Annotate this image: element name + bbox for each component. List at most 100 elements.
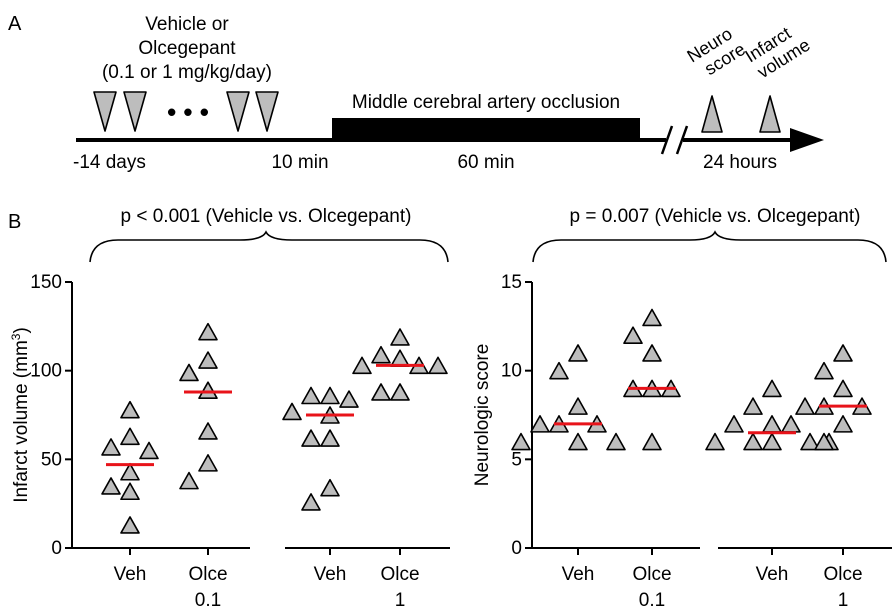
data-point <box>530 415 550 433</box>
data-point <box>320 386 340 405</box>
dose-marker <box>123 91 147 132</box>
neurologic-score-chart: p = 0.007 (Vehicle vs. Olcegepant) Neuro… <box>472 206 892 611</box>
y-tick-label: 100 <box>30 361 62 382</box>
data-point <box>198 351 218 369</box>
ellipsis-dots: • • • <box>167 97 209 127</box>
y-tick-label: 0 <box>511 538 522 559</box>
axis-break <box>675 125 689 155</box>
data-point <box>120 516 140 534</box>
mcao-label: Middle cerebral artery occlusion <box>352 92 620 113</box>
data-point <box>814 361 834 380</box>
data-point <box>833 379 853 398</box>
y-tick-label: 50 <box>41 449 62 470</box>
dose-label: 1 <box>395 590 406 611</box>
data-point <box>705 432 725 451</box>
data-point <box>101 438 121 456</box>
data-point <box>282 402 302 421</box>
y-axis-title: Neurologic score <box>472 344 493 487</box>
data-point <box>568 397 588 415</box>
treatment-line-2: Olcegepant <box>138 38 236 59</box>
data-point <box>198 322 218 341</box>
outcome-marker <box>701 95 723 133</box>
time-label: -14 days <box>73 152 146 173</box>
data-point <box>800 432 820 451</box>
chart-axes: 0 50 100 150 Veh Olce 0.1 Veh Olce 1 <box>30 272 450 611</box>
data-point <box>642 308 662 327</box>
chart-title: p < 0.001 (Vehicle vs. Olcegepant) <box>121 206 412 227</box>
data-point <box>833 415 853 433</box>
data-point <box>301 493 321 511</box>
time-label: 10 min <box>271 152 328 173</box>
data-point <box>833 344 853 362</box>
time-label: 60 min <box>457 152 514 173</box>
data-point <box>743 397 763 415</box>
infarct-volume-chart: p < 0.001 (Vehicle vs. Olcegepant) Infar… <box>9 206 450 611</box>
dose-marker <box>93 91 117 132</box>
dose-marker <box>255 91 279 132</box>
data-point <box>762 415 782 433</box>
x-tick-label: Olce <box>380 564 419 585</box>
data-point <box>724 415 744 433</box>
y-tick-label: 15 <box>501 272 522 293</box>
data-point <box>549 361 569 380</box>
data-point <box>795 397 815 415</box>
data-point <box>390 383 410 401</box>
data-point <box>339 390 359 408</box>
data-point <box>568 344 588 362</box>
timeline-arrowhead <box>790 128 824 152</box>
x-tick-label: Olce <box>823 564 862 585</box>
y-axis-title: Infarct volume (mm3) <box>9 327 32 503</box>
data-point <box>352 356 372 375</box>
treatment-line-1: Vehicle or <box>145 14 229 35</box>
data-point <box>511 432 531 451</box>
data-point <box>390 328 410 346</box>
data-point <box>781 415 801 433</box>
data-point <box>120 427 140 446</box>
dose-label: 0.1 <box>639 590 665 611</box>
data-point <box>642 344 662 362</box>
dose-label: 0.1 <box>195 590 221 611</box>
data-point <box>814 432 834 451</box>
data-point <box>371 383 391 401</box>
y-tick-label: 5 <box>511 449 522 470</box>
data-point <box>606 432 626 451</box>
data-point <box>320 478 340 497</box>
data-point <box>120 400 140 419</box>
data-point <box>301 429 321 447</box>
y-tick-label: 0 <box>51 538 62 559</box>
data-point <box>371 345 391 364</box>
treatment-line-3: (0.1 or 1 mg/kg/day) <box>102 62 272 83</box>
dose-label: 1 <box>838 590 849 611</box>
comparison-brace <box>532 230 887 263</box>
chart-title: p = 0.007 (Vehicle vs. Olcegepant) <box>570 206 861 227</box>
x-tick-label: Veh <box>114 564 147 585</box>
chart-marks <box>511 308 872 451</box>
data-point <box>120 462 140 481</box>
x-tick-label: Olce <box>632 564 671 585</box>
data-point <box>301 386 321 405</box>
chart-axes: 0 5 10 15 Veh Olce 0.1 Veh Olce 1 <box>501 272 892 611</box>
data-point <box>139 441 159 460</box>
data-point <box>623 326 643 345</box>
chart-marks <box>101 322 448 534</box>
panel-b: B p < 0.001 (Vehicle vs. Olcegepant) Inf… <box>8 206 892 611</box>
data-point <box>198 454 218 472</box>
data-point <box>179 363 199 382</box>
panel-a-label: A <box>8 13 22 35</box>
y-tick-label: 150 <box>30 272 62 293</box>
comparison-brace <box>89 230 449 263</box>
panel-b-label: B <box>8 211 21 233</box>
data-point <box>568 432 588 451</box>
x-tick-label: Veh <box>562 564 595 585</box>
y-tick-label: 10 <box>501 361 522 382</box>
dose-marker <box>226 91 250 132</box>
time-label: 24 hours <box>703 152 777 173</box>
data-point <box>120 482 140 501</box>
axis-break <box>660 125 674 155</box>
data-point <box>320 429 340 447</box>
data-point <box>179 471 199 490</box>
data-point <box>642 432 662 451</box>
outcome-marker <box>759 95 781 133</box>
data-point <box>743 432 763 451</box>
